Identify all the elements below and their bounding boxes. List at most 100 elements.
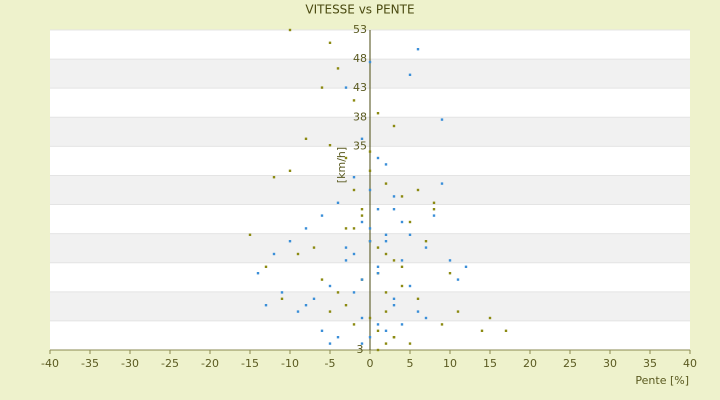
point xyxy=(360,208,364,211)
y-tick-label: 35 xyxy=(353,139,367,152)
point xyxy=(344,259,348,262)
x-tick-label: 30 xyxy=(603,357,617,370)
point xyxy=(352,323,356,326)
point xyxy=(376,272,380,275)
point xyxy=(368,150,372,153)
point xyxy=(384,233,388,236)
point xyxy=(320,86,324,89)
point xyxy=(392,208,396,211)
point xyxy=(432,208,436,211)
point xyxy=(504,329,508,332)
point xyxy=(440,182,444,185)
point xyxy=(264,265,268,268)
point xyxy=(408,342,412,345)
x-tick-label: -25 xyxy=(161,357,179,370)
point xyxy=(288,240,292,243)
point xyxy=(368,227,372,230)
point xyxy=(344,246,348,249)
point xyxy=(376,208,380,211)
point xyxy=(408,73,412,76)
point xyxy=(352,176,356,179)
chart-title: VITESSE vs PENTE xyxy=(305,3,414,17)
point xyxy=(264,304,268,307)
point xyxy=(432,214,436,217)
point xyxy=(384,182,388,185)
point xyxy=(288,169,292,172)
point xyxy=(392,297,396,300)
point xyxy=(400,284,404,288)
point xyxy=(376,323,380,326)
y-tick-label: 3 xyxy=(357,343,364,356)
x-tick-label: -15 xyxy=(241,357,259,370)
point xyxy=(376,329,380,332)
point xyxy=(360,220,364,224)
point xyxy=(328,284,332,288)
point xyxy=(312,297,316,300)
y-axis-label: [km/h] xyxy=(335,147,348,183)
point xyxy=(280,297,284,300)
point xyxy=(368,169,372,172)
point xyxy=(400,220,404,224)
point xyxy=(304,227,308,230)
point xyxy=(360,214,364,217)
point xyxy=(392,336,396,339)
x-tick-label: 25 xyxy=(563,357,577,370)
point xyxy=(328,310,332,313)
x-tick-label: 5 xyxy=(407,357,414,370)
point xyxy=(384,291,388,294)
point xyxy=(352,99,356,102)
point xyxy=(352,252,356,256)
point xyxy=(424,240,428,243)
point xyxy=(328,41,332,44)
point xyxy=(400,265,404,268)
point xyxy=(480,329,484,332)
x-tick-label: -35 xyxy=(81,357,99,370)
point xyxy=(336,201,340,204)
point xyxy=(392,304,396,307)
point xyxy=(376,348,380,352)
x-tick-label: -10 xyxy=(281,357,299,370)
point xyxy=(416,188,420,192)
point xyxy=(368,316,372,320)
point xyxy=(416,297,420,300)
point xyxy=(368,188,372,192)
point xyxy=(440,118,444,121)
x-tick-label: -20 xyxy=(201,357,219,370)
point xyxy=(360,278,364,281)
point xyxy=(384,310,388,313)
point xyxy=(392,195,396,198)
x-axis-label: Pente [%] xyxy=(635,374,689,387)
point xyxy=(296,310,300,313)
point xyxy=(304,137,308,140)
point xyxy=(424,316,428,320)
point xyxy=(312,246,316,249)
point xyxy=(360,137,364,140)
point xyxy=(248,233,252,236)
point xyxy=(288,28,292,32)
y-tick-label: 43 xyxy=(353,81,367,94)
point xyxy=(416,310,420,313)
point xyxy=(384,163,388,166)
point xyxy=(376,246,380,249)
x-tick-label: 20 xyxy=(523,357,537,370)
point xyxy=(368,240,372,243)
point xyxy=(392,124,396,128)
point xyxy=(456,278,460,281)
point xyxy=(456,310,460,313)
point xyxy=(280,291,284,294)
point xyxy=(352,188,356,192)
x-tick-label: -30 xyxy=(121,357,139,370)
point xyxy=(448,259,452,262)
x-tick-label: -5 xyxy=(325,357,336,370)
point xyxy=(344,227,348,230)
point xyxy=(368,60,372,64)
point xyxy=(272,252,276,256)
point xyxy=(360,316,364,320)
point xyxy=(416,48,420,51)
point xyxy=(336,336,340,339)
point xyxy=(384,342,388,345)
x-tick-label: 15 xyxy=(483,357,497,370)
x-tick-label: 40 xyxy=(683,357,697,370)
